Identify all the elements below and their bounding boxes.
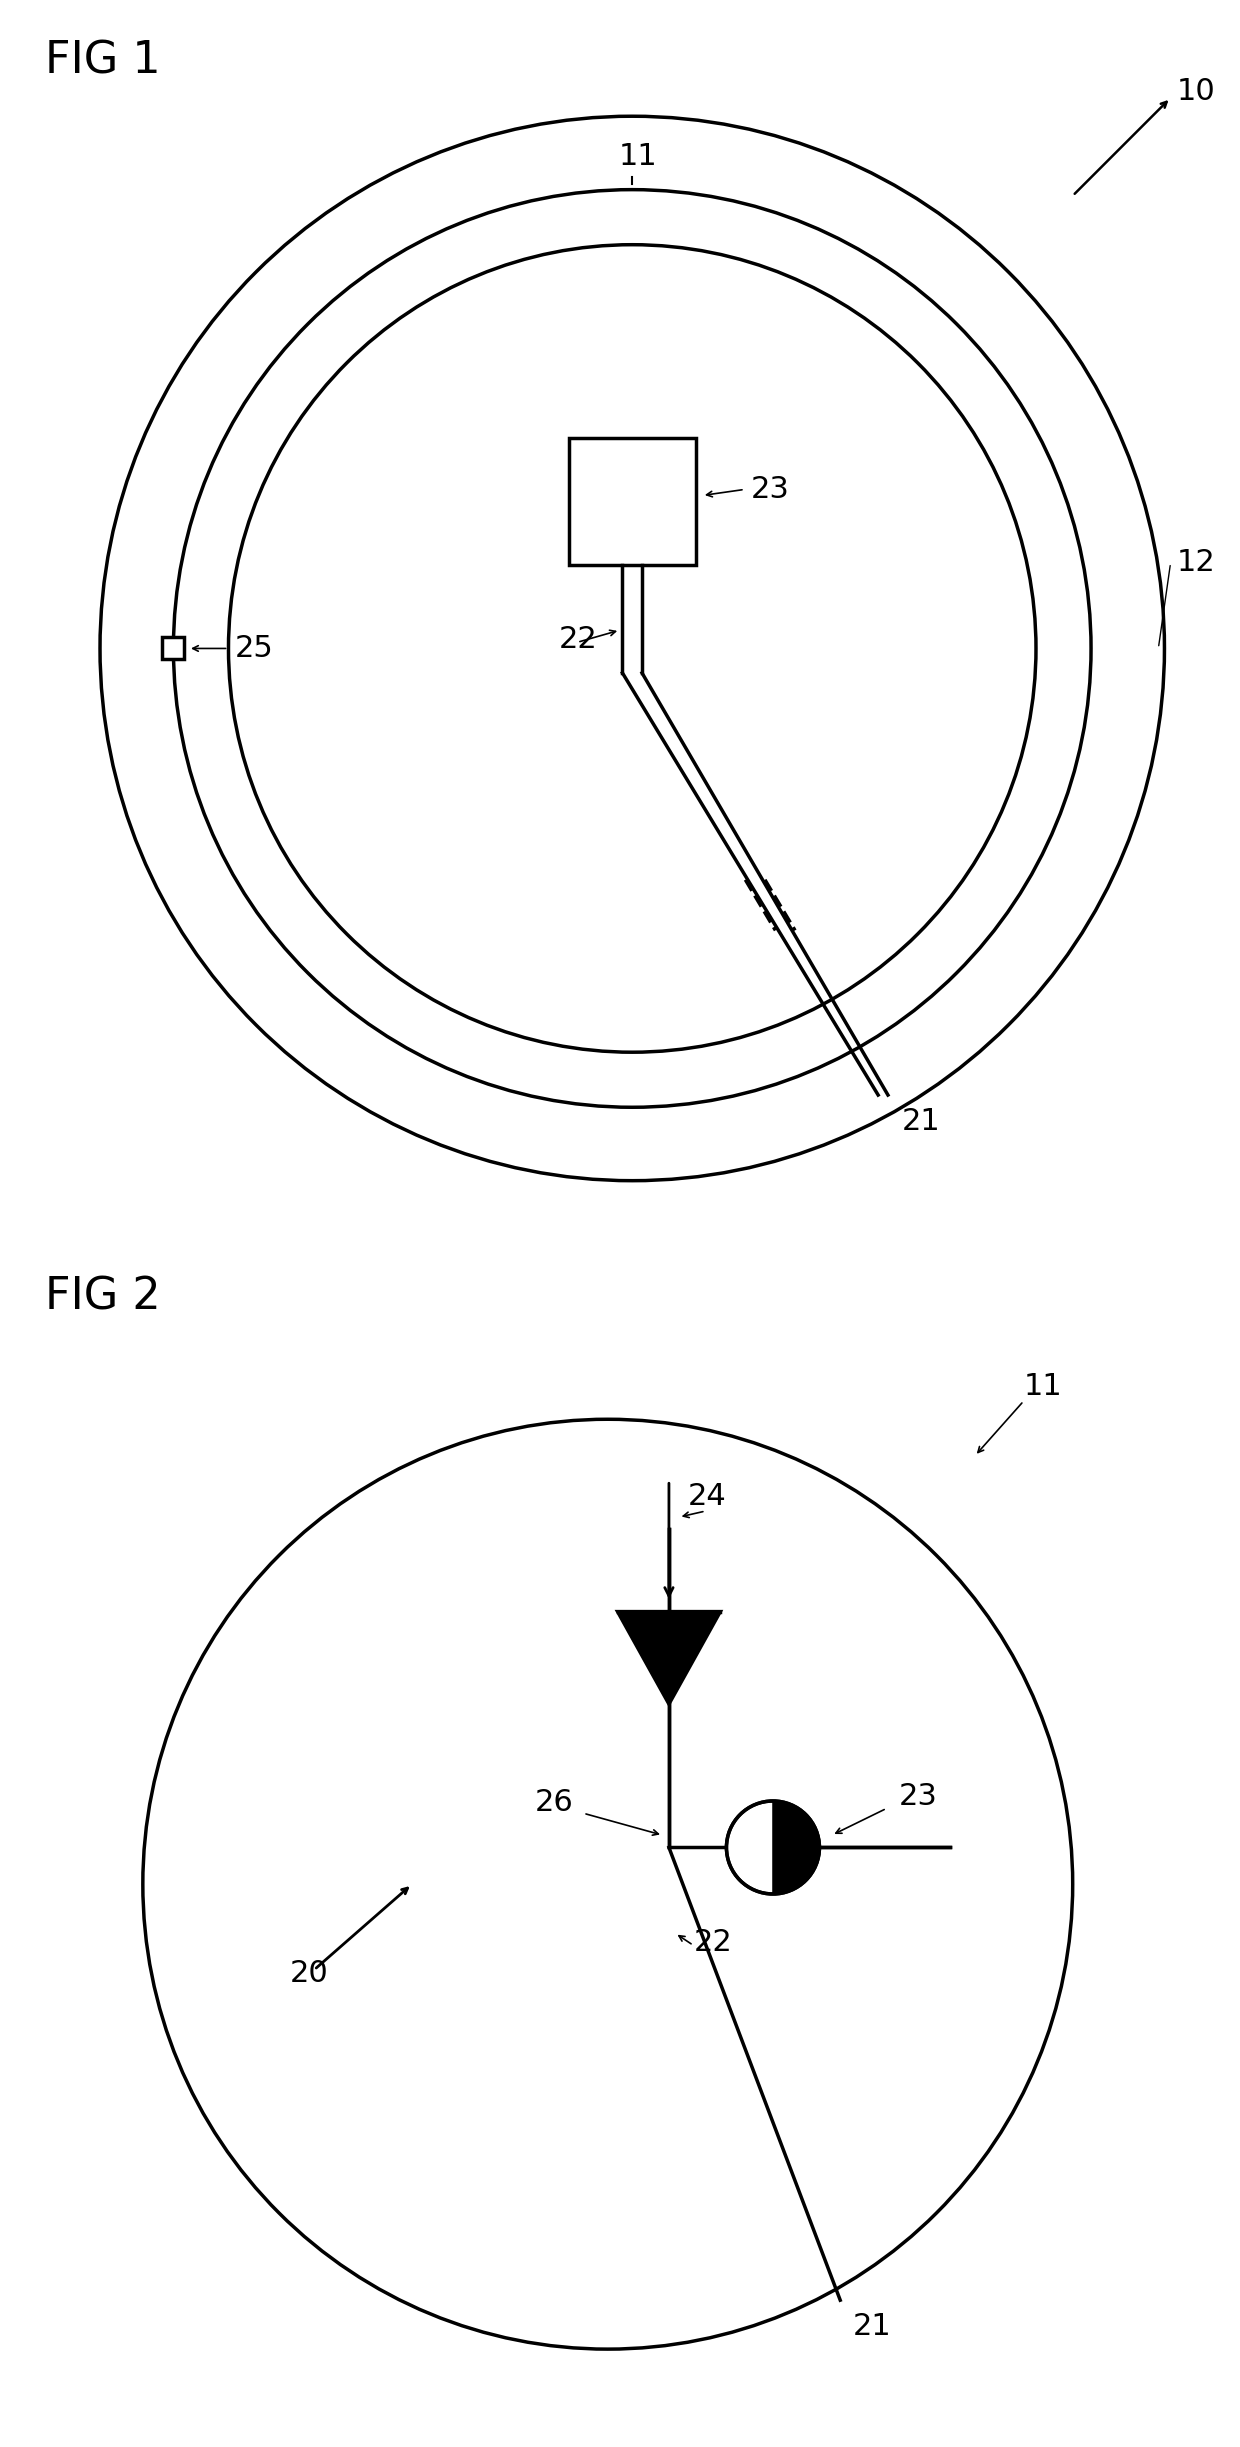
Text: 11: 11 — [619, 142, 657, 171]
Text: 22: 22 — [693, 1928, 732, 1958]
Text: 25: 25 — [234, 634, 273, 663]
Polygon shape — [618, 1613, 720, 1703]
Text: 22: 22 — [559, 626, 598, 653]
Circle shape — [727, 1801, 820, 1894]
Text: 23: 23 — [899, 1781, 937, 1811]
Polygon shape — [773, 1801, 820, 1894]
Text: 26: 26 — [534, 1789, 573, 1816]
Text: 12: 12 — [1177, 548, 1215, 577]
Text: 20: 20 — [290, 1960, 329, 1987]
Text: 10: 10 — [1177, 78, 1215, 105]
Text: 21: 21 — [901, 1106, 940, 1135]
Text: 24: 24 — [687, 1483, 727, 1510]
Bar — [569, 438, 696, 565]
Bar — [162, 636, 185, 658]
Text: 23: 23 — [751, 475, 790, 504]
Text: FIG 1: FIG 1 — [45, 39, 160, 83]
Text: 21: 21 — [852, 2312, 892, 2342]
Text: FIG 2: FIG 2 — [45, 1275, 161, 1319]
Text: 11: 11 — [1024, 1373, 1063, 1400]
